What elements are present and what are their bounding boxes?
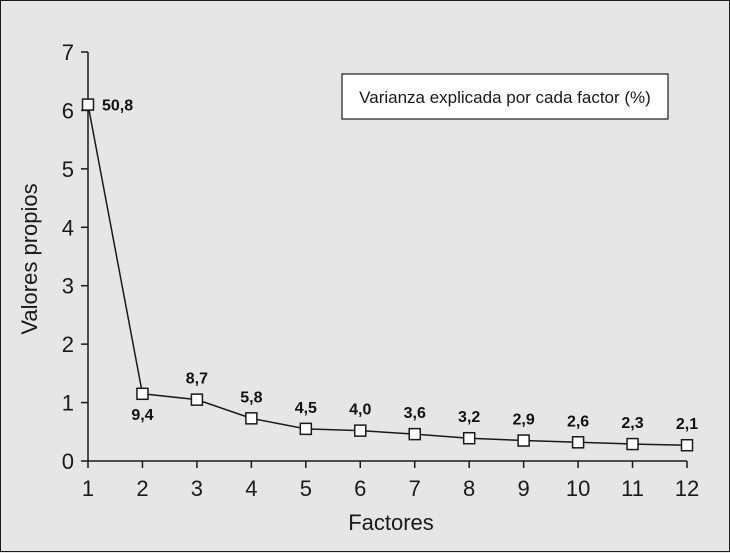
x-tick-label: 1	[82, 476, 94, 501]
legend-box: Varianza explicada por cada factor (%)	[341, 73, 669, 120]
y-tick-label: 5	[62, 157, 74, 182]
data-point	[626, 437, 639, 451]
data-point	[408, 427, 421, 441]
data-label: 8,7	[186, 371, 208, 388]
x-tick-label: 12	[675, 476, 699, 501]
data-point	[517, 434, 530, 447]
data-point	[462, 431, 476, 445]
data-point	[680, 438, 694, 452]
x-tick-label: 2	[136, 476, 148, 501]
series-layer	[81, 98, 694, 452]
x-tick-label: 10	[566, 476, 590, 501]
x-tick-label: 11	[621, 476, 644, 501]
data-label: 2,3	[621, 415, 643, 432]
data-label: 9,4	[131, 407, 153, 424]
data-label: 5,8	[240, 389, 262, 406]
data-point	[354, 424, 367, 437]
data-point	[299, 422, 313, 436]
data-label: 2,9	[513, 412, 535, 429]
x-tick-label: 9	[518, 476, 530, 501]
data-label: 4,5	[295, 400, 317, 417]
y-tick-label: 0	[62, 449, 74, 474]
data-point	[81, 98, 95, 111]
y-tick-label: 3	[62, 274, 74, 299]
x-tick-label: 7	[409, 476, 421, 501]
data-label: 2,6	[567, 413, 589, 430]
x-tick-label: 4	[245, 476, 257, 501]
data-point	[571, 436, 585, 449]
x-axis-title: Factores	[348, 510, 434, 535]
x-tick-label: 5	[300, 476, 312, 501]
data-label: 3,6	[404, 405, 426, 422]
series-line	[87, 104, 688, 446]
data-label: 3,2	[458, 409, 480, 426]
legend-text: Varianza explicada por cada factor (%)	[359, 88, 651, 107]
data-point	[136, 387, 149, 401]
data-point	[245, 412, 258, 425]
x-tick-label: 8	[463, 476, 475, 501]
data-point	[190, 393, 204, 406]
data-labels-layer: 50,8 9,4 8,7 5,8 4,5 4,0 3,6 3,2 2,9 2,6 2,3 2,1	[102, 98, 698, 434]
x-tick-label: 3	[191, 476, 203, 501]
y-tick-label: 4	[62, 215, 74, 240]
x-tick-label: 6	[354, 476, 366, 501]
y-tick-label: 2	[62, 332, 74, 357]
y-tick-label: 7	[62, 40, 74, 65]
data-label: 50,8	[102, 98, 133, 115]
y-tick-label: 1	[62, 391, 74, 416]
y-tick-label: 6	[62, 98, 74, 123]
data-label: 2,1	[676, 416, 698, 433]
y-axis-title: Valores propios	[17, 183, 42, 334]
data-label: 4,0	[349, 402, 371, 419]
